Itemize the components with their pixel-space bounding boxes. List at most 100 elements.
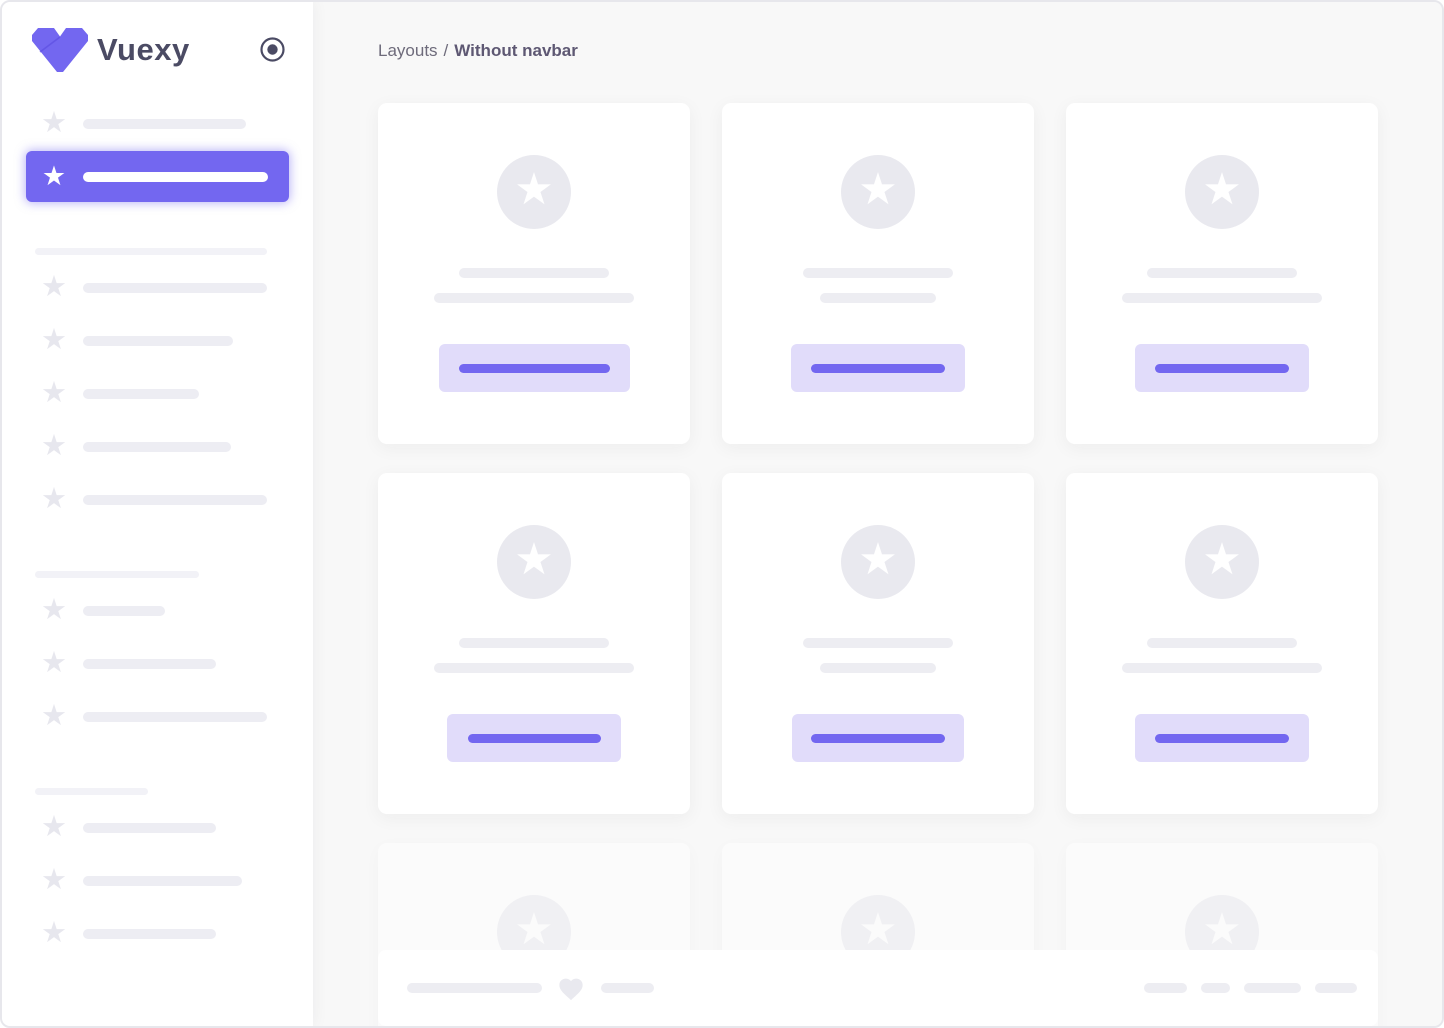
placeholder-bar (83, 605, 165, 616)
placeholder-bar (803, 638, 953, 648)
placeholder-card: ★ (722, 103, 1034, 444)
placeholder-bar (1147, 638, 1297, 648)
sidebar-section-header (35, 788, 148, 795)
card-grid: ★ ★ ★ ★ ★ ★ ★ ★ ★ (378, 103, 1378, 1026)
logo-link[interactable]: Vuexy (32, 27, 190, 72)
breadcrumb-current: Without navbar (454, 41, 578, 60)
placeholder-bar (83, 658, 216, 669)
sidebar-item[interactable]: ★ (2, 367, 313, 420)
placeholder-bar (83, 822, 216, 833)
sidebar-item[interactable]: ★ (2, 584, 313, 637)
avatar: ★ (1185, 155, 1259, 229)
avatar: ★ (841, 525, 915, 599)
placeholder-bar (1315, 983, 1357, 993)
placeholder-bar (434, 293, 634, 303)
star-icon: ★ (1202, 904, 1242, 954)
placeholder-button[interactable] (438, 344, 630, 392)
button-label-bar (467, 733, 601, 743)
breadcrumb-parent[interactable]: Layouts (378, 41, 438, 60)
button-label-bar (1155, 733, 1289, 743)
sidebar-item[interactable]: ★ (2, 854, 313, 907)
button-label-bar (458, 363, 610, 373)
star-icon: ★ (514, 164, 554, 214)
sidebar-item[interactable]: ★ (2, 907, 313, 960)
breadcrumb-separator: / (443, 41, 449, 60)
sidebar-section-header (35, 248, 267, 255)
placeholder-bar (803, 268, 953, 278)
placeholder-bar (459, 268, 609, 278)
placeholder-button[interactable] (791, 344, 965, 392)
star-icon: ★ (41, 594, 67, 626)
avatar: ★ (841, 155, 915, 229)
placeholder-card: ★ (1066, 473, 1378, 814)
placeholder-bar (1122, 663, 1322, 673)
sidebar-menu: ★ ★ ★ ★ ★ ★ ★ ★ ★ ★ ★ ★ ★ (2, 97, 313, 960)
star-icon: ★ (41, 377, 67, 409)
vuexy-logo-icon (32, 27, 88, 72)
placeholder-bar (83, 282, 267, 293)
placeholder-card: ★ (722, 473, 1034, 814)
star-icon: ★ (514, 904, 554, 954)
star-icon: ★ (41, 700, 67, 732)
sidebar-item[interactable]: ★ (2, 637, 313, 690)
placeholder-card: ★ (1066, 103, 1378, 444)
placeholder-bar (1144, 983, 1187, 993)
star-icon: ★ (41, 483, 67, 515)
placeholder-bar (1201, 983, 1230, 993)
sidebar-item-active[interactable]: ★ (26, 151, 289, 202)
footer-right-group (1130, 983, 1357, 993)
placeholder-bar (83, 335, 233, 346)
star-icon: ★ (858, 534, 898, 584)
star-icon: ★ (1202, 164, 1242, 214)
footer-bar (378, 950, 1378, 1026)
placeholder-button[interactable] (447, 714, 621, 762)
star-icon: ★ (41, 161, 67, 191)
placeholder-bar (1244, 983, 1301, 993)
placeholder-button[interactable] (1135, 344, 1309, 392)
placeholder-bar (83, 875, 242, 886)
placeholder-bar (434, 663, 634, 673)
sidebar-item[interactable]: ★ (2, 97, 313, 150)
avatar: ★ (497, 155, 571, 229)
placeholder-bar (1122, 293, 1322, 303)
star-icon: ★ (41, 324, 67, 356)
star-icon: ★ (41, 864, 67, 896)
placeholder-bar (1147, 268, 1297, 278)
footer-left-group (407, 975, 654, 1001)
star-icon: ★ (858, 904, 898, 954)
sidebar-item[interactable]: ★ (2, 314, 313, 367)
star-icon: ★ (41, 811, 67, 843)
avatar: ★ (1185, 525, 1259, 599)
star-icon: ★ (41, 647, 67, 679)
star-icon: ★ (41, 107, 67, 139)
main-content: Layouts / Without navbar ★ ★ ★ ★ ★ ★ ★ ★ ★ (313, 2, 1442, 1026)
placeholder-bar (83, 441, 231, 452)
sidebar-item[interactable]: ★ (2, 261, 313, 314)
menu-toggle-disc-icon[interactable] (260, 37, 285, 62)
placeholder-bar (83, 494, 267, 505)
sidebar-item[interactable]: ★ (2, 801, 313, 854)
placeholder-button[interactable] (1135, 714, 1309, 762)
placeholder-bar (83, 711, 267, 722)
star-icon: ★ (41, 430, 67, 462)
sidebar-item[interactable]: ★ (2, 690, 313, 743)
placeholder-button[interactable] (792, 714, 964, 762)
star-icon: ★ (514, 534, 554, 584)
placeholder-bar (820, 293, 936, 303)
heart-icon (557, 975, 585, 1001)
placeholder-bar (407, 983, 542, 993)
sidebar-section-header (35, 571, 199, 578)
sidebar: Vuexy ★ ★ ★ ★ ★ ★ ★ ★ ★ ★ ★ ★ ★ (2, 2, 313, 1026)
sidebar-header: Vuexy (2, 2, 313, 97)
sidebar-item[interactable]: ★ (2, 420, 313, 473)
app-title: Vuexy (97, 31, 190, 67)
star-icon: ★ (41, 271, 67, 303)
star-icon: ★ (858, 164, 898, 214)
button-label-bar (811, 363, 945, 373)
button-label-bar (811, 733, 945, 743)
placeholder-bar (83, 118, 246, 129)
star-icon: ★ (41, 917, 67, 949)
placeholder-bar (83, 388, 199, 399)
sidebar-item[interactable]: ★ (2, 473, 313, 526)
